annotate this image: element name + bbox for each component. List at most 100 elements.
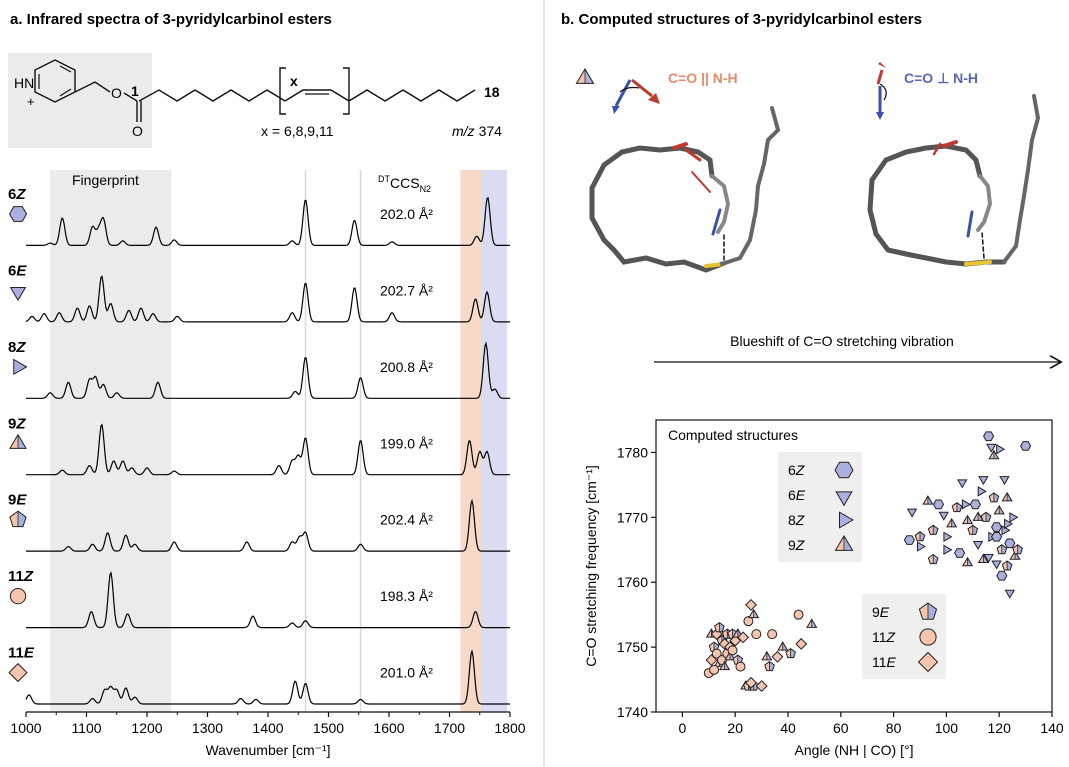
x-values-label: x = 6,8,9,11 [261,123,334,139]
series-marker-11Z [9,587,27,605]
mz-prefix: m/z [452,123,475,139]
perpendicular-angle-icon [876,62,887,120]
legend-marker-9Z [834,535,854,551]
spectrum-line-11Z [26,571,510,629]
data-point-blue [1020,441,1032,451]
data-point-orange [761,650,773,661]
data-point-blue [938,511,949,521]
data-point-blue [983,431,995,442]
x-tick-label: 1000 [10,720,41,736]
x-tick-label: 1500 [313,720,344,736]
x-tick-label: 100 [935,720,959,736]
perpendicular-label: C=O ⊥ N-H [904,70,978,86]
data-point-blue [993,504,1005,515]
data-point-orange [745,676,758,689]
data-point-blue [927,553,939,565]
data-point-orange [795,637,808,650]
carbonyl-band-blue [480,170,507,712]
series-label-9E: 9E [8,492,27,509]
carbonyl-band-orange [460,170,481,712]
data-point-blue [1004,518,1014,530]
mz-label: m/z 374 [452,123,502,139]
series-label-11Z: 11Z [8,568,34,585]
data-point-orange [751,629,762,640]
data-point-orange [785,647,796,659]
data-point-orange [771,650,784,663]
legend-label-9Z: 9Z [788,537,805,553]
x-tick-label: 120 [988,720,1012,736]
structure-perpendicular [867,94,1041,267]
data-point-blue [991,532,1003,542]
triangle-half-icon [575,68,595,84]
legend-marker-11E [917,651,939,673]
y-tick-label: 1770 [617,509,648,525]
data-point-blue [996,570,1008,581]
carbon-1-label: 1 [131,83,139,99]
x-tick-label: 1400 [252,720,283,736]
fingerprint-band [50,170,172,712]
y-tick-label: 1750 [617,639,648,655]
data-point-blue [972,541,984,550]
data-point-blue [1012,544,1023,555]
x-tick-label: 1700 [434,720,465,736]
x-tick-label: 0 [679,720,687,736]
ccs-header-main: CCS [390,175,420,191]
legend-marker-11Z [919,628,937,646]
series-label-11E: 11E [8,645,35,662]
ccs-value-6E: 202.7 Å² [380,282,433,298]
spectrum-line-6Z [26,196,510,246]
data-point-blue [991,560,1002,570]
data-point-blue [927,524,939,535]
x-tick-label: 40 [780,720,796,736]
data-point-blue [1001,560,1013,571]
spectrum-line-11E [25,648,510,705]
data-point-blue [932,499,945,510]
plot-frame [655,419,1053,713]
x-tick-label: 1100 [71,720,101,736]
data-point-orange [748,608,760,619]
legend-top: 6Z 6E 8Z 9Z [778,452,862,562]
series-marker-9Z [9,433,27,449]
ccs-value-9E: 202.4 Å² [380,512,433,528]
data-point-blue [914,531,926,542]
y-tick-label: 1760 [617,574,648,590]
ccs-header-prefix: DT [378,174,390,184]
series-marker-6Z [8,206,28,222]
blueshift-label: Blueshift of C=O stretching vibration [730,333,954,349]
data-point-orange [714,621,725,633]
ccs-value-8Z: 200.8 Å² [380,359,433,375]
molecule-structure: HN + O O 1 x 18 x = 6,8,9,11 m/z 374 [8,53,502,148]
data-point-blue [943,544,953,555]
triangle-half-marker [575,68,595,84]
data-point-orange [745,598,758,611]
data-point-orange [743,616,754,627]
data-point-orange [767,629,778,640]
x-axis-label: Wavenumber [cm⁻¹] [205,742,330,758]
y-axis-label: C=O stretching frequency [cm⁻¹] [583,465,599,667]
data-point-blue [961,499,971,510]
data-point-blue [972,511,984,521]
spectrum-line-9Z [26,423,510,476]
spectrum-line-6E [25,275,510,323]
ring-charge: + [27,94,35,109]
series-label-8Z: 8Z [8,339,26,356]
data-point-blue [969,499,981,510]
data-point-blue [951,501,963,513]
data-point-blue [1004,538,1016,549]
data-point-blue [967,524,979,535]
data-point-blue [903,535,915,545]
data-point-blue [946,517,958,528]
panel-a-title: a. Infrared spectra of 3-pyridylcarbinol… [10,11,332,28]
data-point-blue [986,443,997,453]
data-point-blue [906,508,918,518]
y-tick-label: 1740 [617,704,648,720]
data-point-orange [719,660,731,671]
data-point-orange [727,645,738,656]
spectrum-line-8Z [26,341,510,399]
panel-b-title: b. Computed structures of 3-pyridylcarbi… [561,11,922,28]
scatter-plot: 0 20 40 60 80 100 120 140 1740 1750 1760 1770 1780 An… [583,419,1064,758]
scatter-title: Computed structures [668,427,798,443]
data-point-orange [755,680,768,693]
ccs-header: DTCCSN2 [378,174,431,194]
data-point-orange [806,618,818,628]
